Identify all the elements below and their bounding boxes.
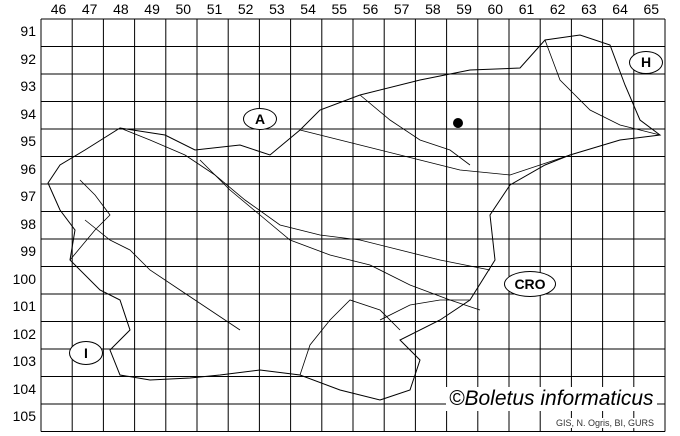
country-label-croatia: CRO <box>504 271 556 297</box>
row-label: 104 <box>12 380 36 397</box>
record-dot <box>453 118 463 128</box>
slovenia-border <box>47 34 662 401</box>
row-label: 100 <box>12 270 36 287</box>
column-label: 46 <box>50 1 67 17</box>
copyright-text: ©Boletus informaticus <box>446 387 657 411</box>
column-label: 48 <box>113 1 129 17</box>
source-credit: GIS, N. Ogris, BI, GURS <box>556 418 655 428</box>
row-label: 92 <box>20 50 36 67</box>
row-label: 102 <box>12 325 36 342</box>
row-label: 96 <box>20 160 36 177</box>
country-label-austria: A <box>243 108 277 130</box>
column-label: 49 <box>144 1 160 17</box>
row-label: 94 <box>20 105 36 122</box>
column-label: 65 <box>643 1 660 17</box>
row-label: 95 <box>20 133 36 149</box>
column-label: 50 <box>175 1 192 17</box>
row-label: 103 <box>12 353 36 369</box>
row-label: 105 <box>12 408 36 424</box>
column-label: 54 <box>300 1 316 17</box>
row-label: 99 <box>20 243 36 259</box>
row-label: 91 <box>20 23 36 39</box>
column-label: 60 <box>487 1 504 17</box>
column-label: 59 <box>456 1 472 17</box>
column-label: 56 <box>362 1 379 17</box>
row-label: 101 <box>12 298 36 314</box>
column-label: 52 <box>237 1 254 17</box>
column-label: 61 <box>518 1 535 17</box>
country-label-italy: I <box>69 341 103 365</box>
column-label: 55 <box>331 1 348 17</box>
country-label-hungary: H <box>629 51 663 74</box>
column-label: 62 <box>549 1 566 17</box>
column-label: 57 <box>393 1 410 17</box>
row-label: 97 <box>20 188 36 204</box>
row-label: 98 <box>20 215 36 232</box>
column-label: 53 <box>269 1 285 17</box>
column-label: 63 <box>581 1 597 17</box>
grid-lines <box>40 18 666 432</box>
column-label: 51 <box>206 1 223 17</box>
column-label: 64 <box>612 1 628 17</box>
row-label: 93 <box>20 78 36 94</box>
rivers <box>69 39 661 376</box>
column-label: 58 <box>425 1 441 17</box>
column-label: 47 <box>81 1 98 17</box>
